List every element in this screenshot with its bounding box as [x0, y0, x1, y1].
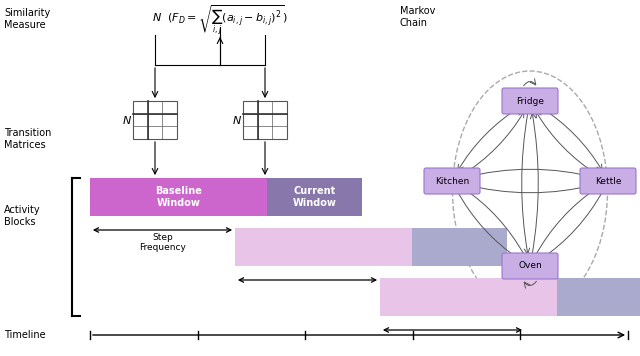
Bar [235, 228, 445, 266]
FancyBboxPatch shape [424, 168, 480, 194]
Text: Similarity
Measure: Similarity Measure [4, 8, 51, 30]
Text: $N$: $N$ [122, 114, 132, 126]
Text: Kitchen: Kitchen [435, 177, 469, 185]
Bar [380, 278, 590, 316]
Text: Timeline: Timeline [4, 330, 45, 340]
Text: Step
Frequency: Step Frequency [139, 233, 186, 252]
Text: Fridge: Fridge [516, 96, 544, 105]
Text: Markov
Chain: Markov Chain [400, 6, 435, 28]
Bar [90, 178, 300, 216]
FancyBboxPatch shape [502, 88, 558, 114]
Bar [267, 178, 362, 216]
Text: Current
Window: Current Window [292, 186, 337, 208]
Bar [412, 228, 507, 266]
Text: Activity
Blocks: Activity Blocks [4, 205, 40, 227]
Text: Transition
Matrices: Transition Matrices [4, 128, 51, 150]
FancyBboxPatch shape [502, 253, 558, 279]
Text: Oven: Oven [518, 262, 542, 271]
Text: Baseline
Window: Baseline Window [155, 186, 202, 208]
Text: $N$: $N$ [232, 114, 242, 126]
Text: $N$  $(F_D = \sqrt{\sum_{i,j}(a_{i,j} - b_{i,j})^2})$: $N$ $(F_D = \sqrt{\sum_{i,j}(a_{i,j} - b… [152, 4, 288, 38]
Text: Kettle: Kettle [595, 177, 621, 185]
Bar [133, 101, 177, 139]
Bar [243, 101, 287, 139]
Bar [557, 278, 640, 316]
FancyBboxPatch shape [580, 168, 636, 194]
